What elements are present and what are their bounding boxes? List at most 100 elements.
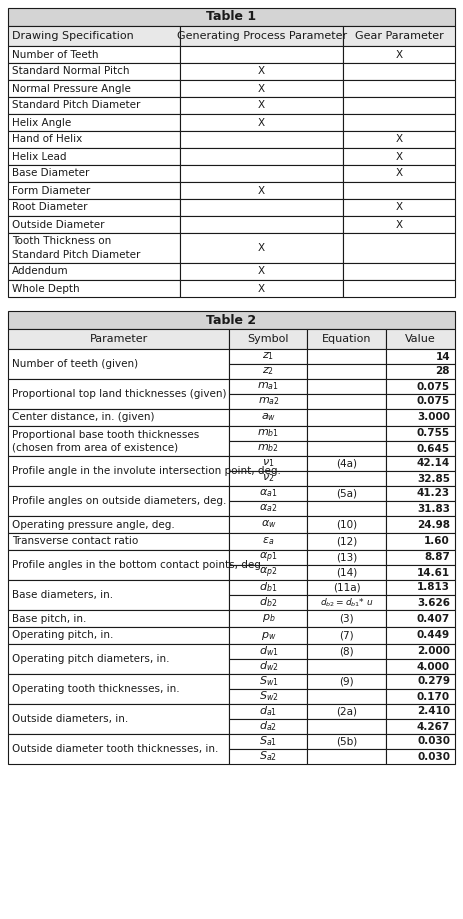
Bar [343, 280, 455, 297]
Bar [8, 131, 180, 148]
Text: $d_{w1}$: $d_{w1}$ [258, 644, 278, 658]
Text: 2.000: 2.000 [417, 646, 450, 656]
Bar [307, 456, 386, 471]
Text: (5a): (5a) [336, 489, 357, 498]
Bar [229, 734, 307, 749]
Bar [8, 80, 180, 97]
Text: X: X [395, 134, 403, 144]
Bar [229, 719, 307, 734]
Bar [8, 114, 180, 131]
Text: 0.075: 0.075 [417, 396, 450, 406]
Bar [180, 46, 343, 63]
Bar [307, 689, 386, 704]
Bar [180, 165, 343, 182]
Text: 0.755: 0.755 [417, 428, 450, 438]
Bar [343, 199, 455, 216]
Text: 24.98: 24.98 [417, 519, 450, 529]
Text: Root Diameter: Root Diameter [12, 202, 88, 212]
Text: (13): (13) [336, 552, 357, 562]
Text: 0.279: 0.279 [417, 676, 450, 686]
Text: Profile angles in the bottom contact points, deg.: Profile angles in the bottom contact poi… [12, 560, 264, 570]
Bar [229, 379, 307, 394]
Text: Operating pressure angle, deg.: Operating pressure angle, deg. [12, 519, 175, 529]
Bar [8, 26, 180, 46]
Text: (chosen from area of existence): (chosen from area of existence) [12, 442, 178, 452]
Bar [307, 704, 386, 719]
Bar [229, 659, 307, 674]
Bar [229, 409, 307, 426]
Text: $d_{a2}$: $d_{a2}$ [259, 720, 277, 733]
Text: X: X [258, 243, 265, 253]
Bar [307, 644, 386, 659]
Text: 3.626: 3.626 [417, 597, 450, 607]
Text: $d_{b1}$: $d_{b1}$ [259, 581, 277, 595]
Text: $\nu_2$: $\nu_2$ [262, 472, 275, 484]
Bar [229, 456, 307, 471]
Bar [386, 329, 455, 349]
Bar [307, 409, 386, 426]
Bar [8, 165, 180, 182]
Text: X: X [258, 186, 265, 196]
Bar [229, 471, 307, 486]
Bar [307, 426, 386, 441]
Text: (11a): (11a) [333, 583, 360, 593]
Bar [8, 216, 180, 233]
Bar [386, 456, 455, 471]
Bar [343, 216, 455, 233]
Bar [307, 394, 386, 409]
Text: $S_{a1}$: $S_{a1}$ [259, 734, 277, 748]
Bar [307, 441, 386, 456]
Text: 0.170: 0.170 [417, 691, 450, 701]
Bar [386, 394, 455, 409]
Text: Operating pitch, in.: Operating pitch, in. [12, 630, 113, 641]
Text: $S_{a2}$: $S_{a2}$ [259, 750, 277, 764]
Bar [307, 719, 386, 734]
Text: $d_{b2} = d_{b1}$* $u$: $d_{b2} = d_{b1}$* $u$ [320, 596, 374, 608]
Text: 1.813: 1.813 [417, 583, 450, 593]
Bar [343, 26, 455, 46]
Bar [180, 26, 343, 46]
Text: Outside Diameter: Outside Diameter [12, 220, 105, 230]
Text: $m_{b1}$: $m_{b1}$ [257, 427, 279, 439]
Bar [386, 501, 455, 516]
Bar [8, 148, 180, 165]
Text: 42.14: 42.14 [417, 459, 450, 469]
Text: (8): (8) [339, 646, 354, 656]
Text: 1.60: 1.60 [424, 537, 450, 547]
Bar [180, 114, 343, 131]
Text: (12): (12) [336, 537, 357, 547]
Bar [229, 610, 307, 627]
Text: Hand of Helix: Hand of Helix [12, 134, 82, 144]
Text: (2a): (2a) [336, 707, 357, 717]
Text: 0.407: 0.407 [417, 614, 450, 623]
Bar [343, 63, 455, 80]
Bar [386, 471, 455, 486]
Bar [307, 329, 386, 349]
Bar [8, 426, 229, 456]
Bar [386, 486, 455, 501]
Bar [343, 46, 455, 63]
Text: $\alpha_{p2}$: $\alpha_{p2}$ [259, 565, 278, 580]
Text: $m_{b2}$: $m_{b2}$ [257, 443, 279, 454]
Text: (5b): (5b) [336, 736, 357, 746]
Text: Value: Value [405, 334, 436, 344]
Bar [386, 659, 455, 674]
Bar [229, 689, 307, 704]
Text: 0.645: 0.645 [417, 444, 450, 453]
Bar [386, 610, 455, 627]
Bar [343, 114, 455, 131]
Text: 8.87: 8.87 [424, 552, 450, 562]
Bar [343, 233, 455, 263]
Bar [180, 199, 343, 216]
Text: $\alpha_{p1}$: $\alpha_{p1}$ [259, 550, 278, 564]
Text: 0.030: 0.030 [417, 736, 450, 746]
Bar [386, 565, 455, 580]
Bar [307, 595, 386, 610]
Bar [307, 749, 386, 764]
Bar [386, 364, 455, 379]
Bar [180, 216, 343, 233]
Bar [180, 97, 343, 114]
Text: $p_b$: $p_b$ [262, 612, 275, 625]
Bar [307, 610, 386, 627]
Bar [307, 486, 386, 501]
